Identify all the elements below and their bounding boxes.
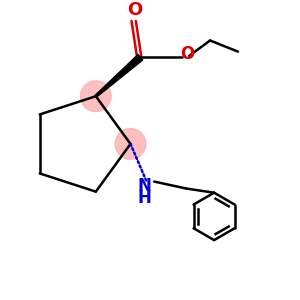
Circle shape <box>115 129 146 159</box>
Polygon shape <box>95 55 143 97</box>
Text: O: O <box>127 2 142 20</box>
Text: H: H <box>137 189 152 207</box>
Text: O: O <box>180 45 194 63</box>
Text: N: N <box>137 177 152 195</box>
Circle shape <box>80 81 111 112</box>
